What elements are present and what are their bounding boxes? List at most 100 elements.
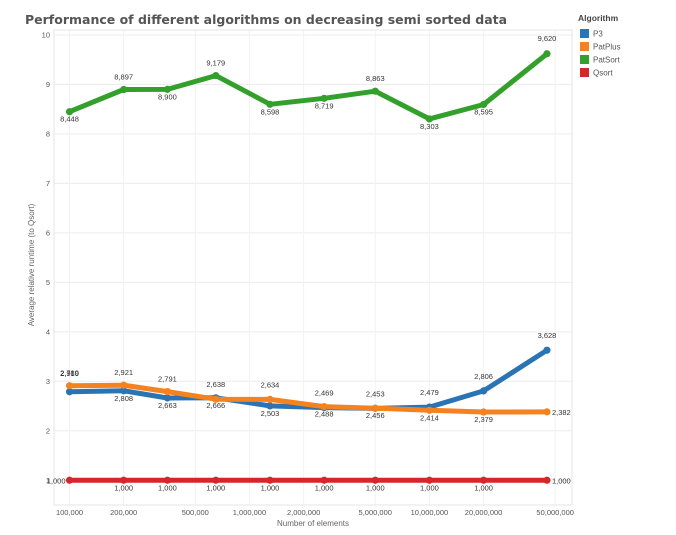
data-point [212,71,220,80]
data-label: 2,456 [366,411,385,420]
data-point [163,394,172,402]
data-point [266,402,274,410]
data-point [65,476,74,484]
data-label: 2,808 [114,394,133,403]
data-label: 2,503 [261,409,280,418]
y-axis-title: Average relative runtime (to Qsort) [27,203,36,326]
data-point [543,408,551,416]
y-tick-label: 7 [46,179,50,188]
data-point [120,85,128,94]
data-point [120,387,128,395]
x-tick-label: 50,000,000 [536,508,574,517]
data-label: 2,910 [60,369,79,378]
data-label: 2,791 [158,375,177,384]
data-labels: 2,789 2,808 2,663 2,666 2,503 2,469 2,453 2,479… [47,34,571,493]
data-point [266,100,274,108]
data-point [65,108,74,116]
data-point [163,388,172,396]
data-point [320,403,328,411]
data-label: 2,453 [366,389,385,398]
series-line-patplus [67,382,550,415]
data-label: 1,000 [206,483,225,492]
data-label: 3,628 [538,331,557,340]
data-label: 1,000 [420,483,439,492]
axes: 1 2 3 4 5 6 7 8 9 10 100,000 200,000 500,000 1,000,00… [42,30,574,517]
data-point [163,85,172,93]
data-label: 1,000 [474,483,493,492]
data-label: 1,000 [366,483,385,492]
x-tick-label: 200,000 [110,508,137,517]
data-point [425,476,434,484]
y-tick-label: 5 [46,278,50,287]
data-point [543,476,551,484]
data-label: 9,179 [206,59,225,68]
data-label: 2,382 [552,408,571,417]
data-point [543,50,551,58]
data-label: 1,000 [47,476,66,485]
data-label: 1,000 [114,483,133,492]
data-point [212,395,220,403]
data-label: 2,666 [206,401,225,410]
y-tick-label: 9 [46,80,50,89]
legend-title: Algorithm [578,13,619,23]
data-label: 2,379 [474,415,493,424]
data-point [371,476,379,484]
data-point [212,476,220,484]
series-line-patsort [67,51,550,122]
data-label: 2,806 [474,372,493,381]
data-point [425,406,434,414]
data-label: 8,719 [315,101,334,110]
data-label: 8,303 [420,122,439,131]
data-point [479,476,488,484]
data-point [479,100,488,109]
series-line-p3 [67,347,550,411]
legend-swatch [580,68,589,77]
legend-swatch [580,29,589,38]
legend-label: PatPlus [593,43,621,52]
data-point [371,87,379,95]
legend-label: P3 [593,30,603,39]
x-axis-title: Number of elements [277,519,349,528]
data-label: 2,469 [315,389,334,398]
data-point [65,382,74,390]
data-label: 8,595 [474,107,493,116]
x-tick-label: 1,000,000 [233,508,266,517]
data-point [543,346,551,354]
data-point [266,476,274,484]
y-tick-label: 3 [46,377,50,386]
data-point [266,395,274,404]
data-point [320,476,328,484]
data-label: 8,598 [261,107,280,116]
x-tick-label: 10,000,000 [411,508,449,517]
y-tick-label: 10 [42,30,50,39]
data-label: 8,897 [114,73,133,82]
data-point [163,476,172,484]
data-label: 1,000 [315,483,334,492]
data-label: 8,900 [158,92,177,101]
data-label: 2,479 [420,388,439,397]
data-label: 2,789 [60,369,79,378]
y-tick-label: 4 [46,327,50,336]
legend: Algorithm P3 PatPlus PatSort Qsort [578,13,621,78]
data-label: 1,000 [261,483,280,492]
legend-swatch [580,55,589,64]
data-point [120,381,128,389]
y-tick-label: 6 [46,228,50,237]
data-label: 2,634 [261,380,280,389]
data-point [120,476,128,484]
plot-border [53,29,573,506]
x-tick-label: 500,000 [182,508,209,517]
data-point [320,94,328,102]
data-label: 2,488 [315,410,334,419]
data-point [479,387,488,395]
x-tick-label: 5,000,000 [359,508,392,517]
data-label: 2,414 [420,413,439,422]
data-label: 8,448 [60,115,79,124]
x-tick-label: 100,000 [56,508,83,517]
data-label: 1,000 [552,476,571,485]
series-lines [65,50,551,484]
data-point [65,388,74,396]
y-tick-label: 1 [46,476,50,485]
x-tick-label: 20,000,000 [465,508,503,517]
